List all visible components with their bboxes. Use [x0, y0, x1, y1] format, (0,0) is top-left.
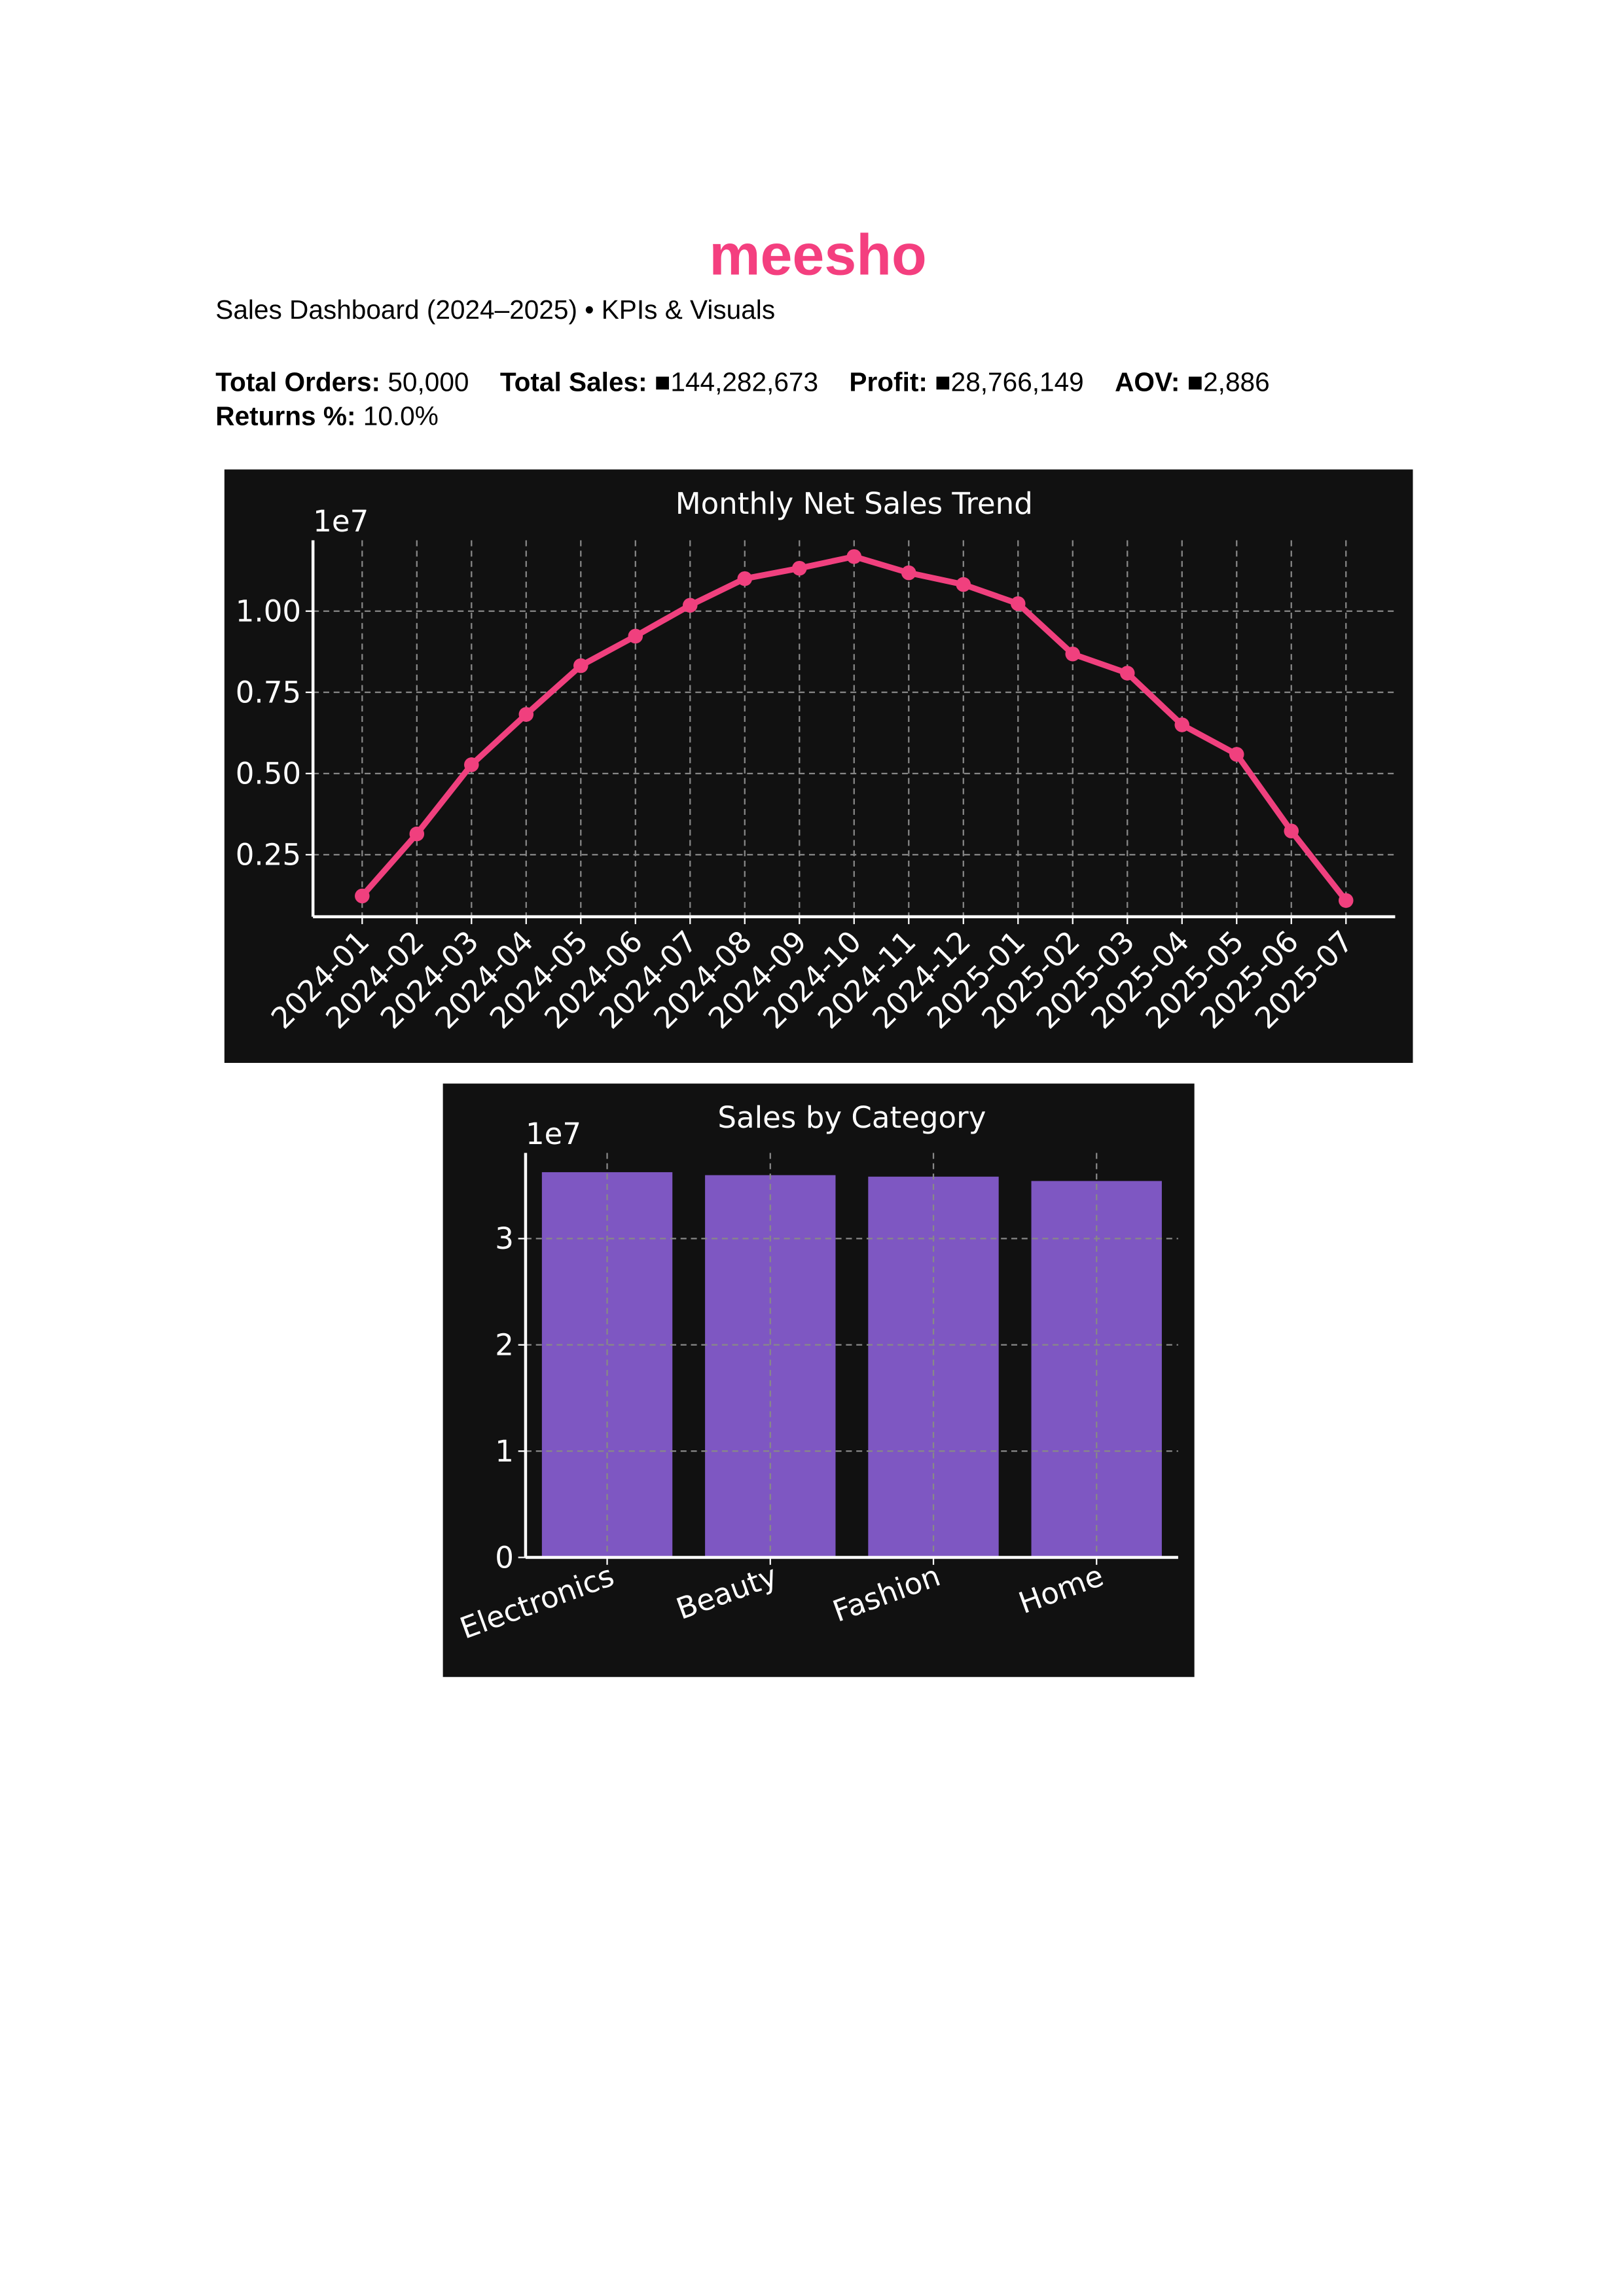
point [464, 757, 479, 772]
point [901, 565, 916, 581]
kpi-label: AOV: [1115, 367, 1180, 397]
y-tick-label: 2 [495, 1328, 514, 1363]
point [846, 549, 862, 564]
point [1119, 666, 1135, 681]
point [792, 560, 807, 576]
point [573, 658, 588, 673]
kpi-line: Total Orders: 50,000 Total Sales: ■144,282,… [215, 367, 1269, 397]
chart-title: Monthly Net Sales Trend [676, 486, 1033, 521]
kpi-label: Profit: [849, 367, 927, 397]
point [518, 707, 534, 722]
bar [705, 1175, 836, 1558]
y-tick-label: 0 [495, 1540, 514, 1575]
chart-title: Sales by Category [717, 1100, 986, 1135]
kpi-value: 50,000 [388, 367, 469, 397]
kpi-line: Returns %: 10.0% [215, 401, 439, 431]
bar [868, 1176, 999, 1558]
kpi-value: ■2,886 [1187, 367, 1270, 397]
point [1174, 717, 1190, 732]
y-tick-label: 0.25 [236, 838, 301, 872]
kpi-value: ■28,766,149 [935, 367, 1084, 397]
point [956, 577, 971, 592]
point [683, 598, 698, 613]
brand-title: meesho [709, 223, 926, 287]
y-tick-label: 0.75 [236, 675, 301, 710]
kpi-value: 10.0% [363, 401, 439, 431]
point [1338, 893, 1354, 908]
point [628, 628, 643, 644]
point [1010, 596, 1026, 611]
point [1065, 646, 1081, 662]
y-tick-label: 1 [495, 1434, 514, 1469]
kpi-label: Returns %: [215, 401, 355, 431]
y-tick-label: 0.50 [236, 757, 301, 791]
y-tick-label: 1.00 [236, 594, 301, 629]
y-tick-label: 3 [495, 1221, 514, 1256]
point [737, 571, 753, 586]
subtitle: Sales Dashboard (2024–2025) • KPIs & Vis… [215, 295, 775, 325]
kpi-label: Total Sales: [500, 367, 647, 397]
chart: Monthly Net Sales Trend 1e7 0.25 0.50 0.75 1.… [224, 469, 1413, 1063]
axis-offset-label: 1e7 [526, 1117, 581, 1151]
point [1229, 747, 1244, 762]
point [1284, 823, 1299, 838]
point [355, 888, 370, 904]
axis-offset-label: 1e7 [313, 504, 369, 539]
chart-background [224, 469, 1413, 1063]
point [409, 826, 425, 842]
kpi-label: Total Orders: [215, 367, 380, 397]
kpi-value: ■144,282,673 [655, 367, 818, 397]
